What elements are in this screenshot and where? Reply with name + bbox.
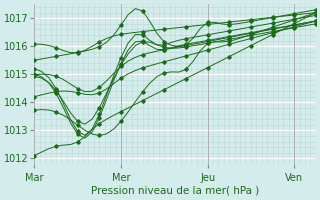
X-axis label: Pression niveau de la mer( hPa ): Pression niveau de la mer( hPa )	[91, 186, 259, 196]
